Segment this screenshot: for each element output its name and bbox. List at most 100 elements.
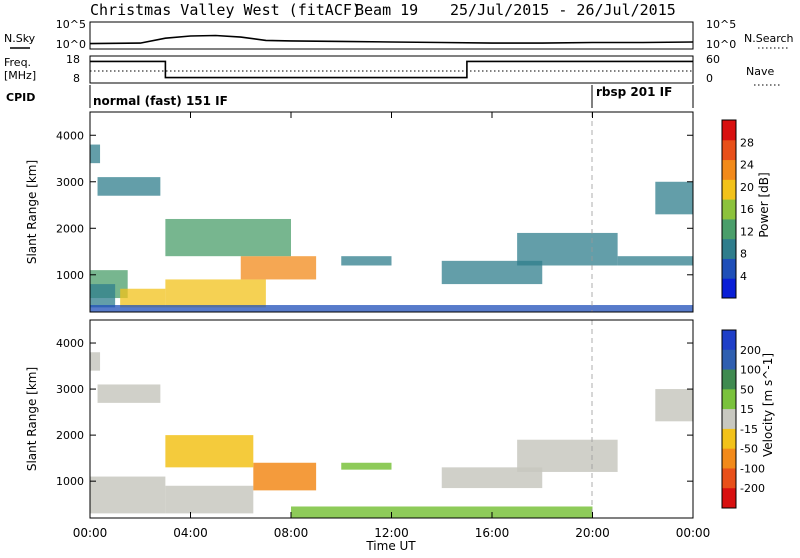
power-colorbar-cell-0 (722, 278, 736, 299)
velocity-colorbar-cell-0 (722, 330, 736, 351)
velocity-ytick-label-1: 2000 (56, 429, 84, 442)
power-ytick-label-1: 2000 (56, 222, 84, 235)
power-colorbar-tick-5: 24 (740, 159, 754, 172)
freq-tick-top: 18 (66, 53, 80, 66)
velocity-colorbar-tick-1: 100 (740, 364, 761, 377)
power-patches (90, 144, 693, 312)
power-ytick-label-2: 3000 (56, 176, 84, 189)
freq-unit: [MHz] (4, 69, 36, 82)
nave-label: Nave (746, 65, 774, 78)
power-colorbar-cell-3 (722, 218, 736, 240)
nave-tick-bottom: 0 (706, 72, 713, 85)
velocity-colorbar-cell-1 (722, 349, 736, 371)
velocity-xtick-label-3: 12:00 (374, 526, 409, 540)
velocity-patch-4 (253, 462, 317, 491)
power-patch-12 (655, 181, 693, 215)
velocity-colorbar-tick-3: 15 (740, 403, 754, 416)
power-patch-13 (90, 305, 693, 312)
power-frame-bg (90, 112, 693, 312)
velocity-patch-3 (165, 485, 254, 514)
velocity-ytick-label-2: 3000 (56, 383, 84, 396)
freq-tick-bottom: 8 (73, 72, 80, 85)
velocity-xtick-label-2: 08:00 (274, 526, 309, 540)
velocity-colorbar-cell-7 (722, 468, 736, 489)
velocity-y-axis: 1000 2000 3000 4000 (56, 337, 693, 488)
station-title: Christmas Valley West (fitACF) (90, 1, 361, 19)
velocity-patch-6 (341, 462, 392, 470)
velocity-patch-5 (165, 435, 254, 468)
freq-label: Freq. (4, 56, 31, 69)
power-colorbar-cell-5 (722, 179, 736, 200)
velocity-ytick-label-3: 4000 (56, 337, 84, 350)
velocity-patch-7 (441, 467, 543, 489)
velocity-patch-9 (655, 389, 693, 422)
velocity-ylabel: Slant Range [km] (25, 367, 39, 471)
velocity-patches (90, 352, 693, 518)
velocity-colorbar-tick-4: -15 (740, 423, 758, 436)
velocity-colorbar-tick-5: -50 (740, 443, 758, 456)
nsky-panel: N.Sky 10^5 10^0 10^5 10^0 N.Search (4, 18, 794, 51)
velocity-colorbar-tick-7: -200 (740, 482, 765, 495)
beam-label: Beam 19 (355, 1, 418, 19)
velocity-x-axis: 00:00 04:00 08:00 12:00 16:00 20:00 00:00 (73, 112, 711, 540)
velocity-colorbar-cell-4 (722, 409, 736, 430)
date-range: 25/Jul/2015 - 26/Jul/2015 (450, 1, 676, 19)
velocity-patch-0 (90, 352, 101, 371)
velocity-colorbar-tick-2: 50 (740, 383, 754, 396)
velocity-colorbar-cell-8 (722, 488, 736, 509)
velocity-xtick-label-1: 04:00 (173, 526, 208, 540)
nsky-frame (89, 21, 694, 50)
velocity-frame-bg (90, 320, 693, 518)
velocity-colorbar-label: Velocity [m s^-1] (761, 353, 775, 457)
nsky-line (89, 34, 694, 45)
power-patch-11 (617, 256, 693, 266)
nave-tick-top: 60 (706, 53, 720, 66)
power-patch-10 (517, 232, 618, 266)
power-patch-3 (90, 284, 116, 308)
velocity-xtick-label-4: 16:00 (475, 526, 510, 540)
power-patch-9 (441, 260, 543, 285)
power-patch-1 (97, 177, 161, 196)
cpid-segment-1: rbsp 201 IF (596, 85, 672, 99)
velocity-patch-8 (517, 439, 618, 472)
velocity-patch-2 (90, 476, 166, 514)
nsky-label: N.Sky (4, 32, 36, 45)
power-colorbar-cell-2 (722, 238, 736, 259)
velocity-ytick-label-0: 1000 (56, 475, 84, 488)
power-colorbar-tick-4: 20 (740, 181, 754, 194)
velocity-colorbar-cell-6 (722, 448, 736, 469)
cpid-strip: CPID normal (fast) 151 IF rbsp 201 IF (6, 85, 694, 108)
velocity-xtick-label-6: 00:00 (676, 526, 711, 540)
power-colorbar-frame (721, 119, 737, 299)
freq-line (90, 60, 693, 79)
power-colorbar-cell-1 (722, 258, 736, 279)
nsky-tick-top: 10^5 (56, 18, 86, 31)
power-panel: 1000 2000 3000 4000 Slant Range [km] 4 8 12 16… (25, 111, 771, 313)
power-patch-5 (165, 279, 266, 308)
freq-frame (89, 55, 694, 84)
nsky-tick-bottom: 10^0 (56, 38, 86, 51)
cpid-segment-0: normal (fast) 151 IF (93, 94, 228, 108)
power-colorbar: 4 8 12 16 20 24 28 (721, 119, 754, 299)
power-colorbar-tick-0: 4 (740, 270, 747, 283)
velocity-colorbar-tick-6: -100 (740, 462, 765, 475)
power-colorbar-tick-1: 8 (740, 248, 747, 261)
power-patch-6 (240, 256, 317, 280)
power-patch-7 (165, 218, 291, 257)
power-colorbar-tick-6: 28 (740, 136, 754, 149)
velocity-colorbar-cell-5 (722, 428, 736, 450)
velocity-colorbar-tick-0: 200 (740, 344, 761, 357)
power-colorbar-label: Power [dB] (757, 172, 771, 237)
velocity-colorbar-cell-2 (722, 369, 736, 390)
velocity-colorbar: 200 100 50 15 -15 -50 -100 -200 (721, 329, 765, 509)
power-y-axis: 1000 2000 3000 4000 (56, 129, 693, 282)
nsearch-label: N.Search (744, 32, 794, 45)
velocity-patch-1 (97, 384, 161, 403)
velocity-xtick-label-0: 00:00 (73, 526, 108, 540)
power-colorbar-cell-7 (722, 139, 736, 161)
velocity-patch-10 (291, 506, 593, 518)
velocity-colorbar-cell-3 (722, 389, 736, 410)
velocity-colorbar-frame (721, 329, 737, 509)
power-colorbar-tick-2: 12 (740, 225, 754, 238)
